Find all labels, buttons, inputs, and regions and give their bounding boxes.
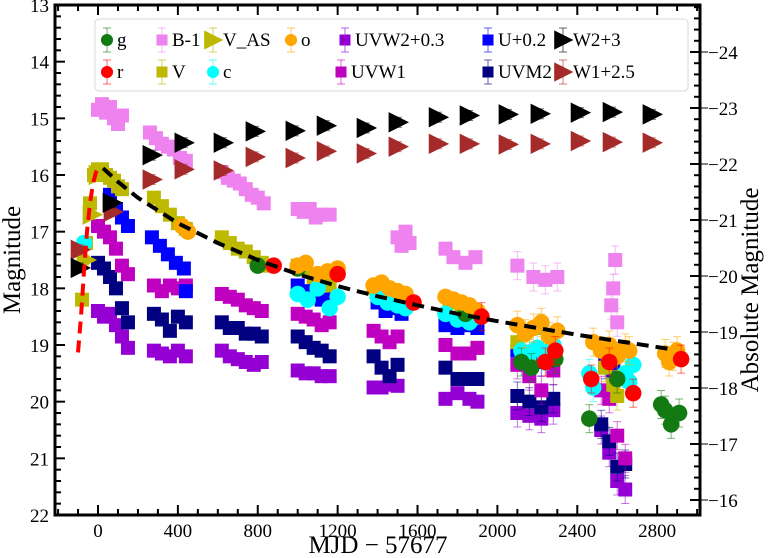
y-right-tick-label: −16 — [708, 491, 738, 512]
legend-label: V_AS — [223, 30, 271, 51]
x-tick-label: 0 — [93, 521, 103, 542]
legend-item-w2-3: W2+3 — [554, 27, 621, 53]
y-right-tick-label: −22 — [708, 155, 738, 176]
y-right-tick-label: −23 — [708, 99, 738, 120]
legend-item-uvm2: UVM2 — [482, 59, 552, 85]
legend-item-v: V — [156, 59, 186, 85]
legend-label: U+0.2 — [498, 30, 546, 51]
decline-fit-curve — [101, 166, 671, 351]
legend-label: UVW1 — [351, 62, 406, 83]
y-tick-label: 14 — [30, 53, 50, 74]
series-r — [265, 257, 690, 408]
y-tick-label: 18 — [30, 279, 49, 300]
y-right-tick-label: −19 — [708, 323, 738, 344]
series-uvm2 — [91, 255, 633, 482]
series-o — [173, 217, 686, 377]
legend-item-r: r — [100, 59, 124, 85]
y-tick-label: 19 — [30, 336, 49, 357]
y-tick-label: 21 — [30, 449, 49, 470]
legend-label: W1+2.5 — [573, 62, 635, 83]
x-tick-label: 2000 — [478, 521, 516, 542]
legend-label: V — [172, 62, 186, 83]
data-layer — [70, 97, 690, 504]
y-tick-label: 15 — [30, 109, 49, 130]
x-tick-label: 400 — [164, 521, 193, 542]
y-tick-label: 13 — [30, 0, 49, 17]
y-right-tick-label: −17 — [708, 435, 738, 456]
legend-item-c: c — [206, 59, 231, 85]
legend-box — [94, 18, 689, 92]
x-axis-title: MJD − 57677 — [308, 532, 447, 558]
legend-item-uvw1: UVW1 — [335, 59, 406, 85]
legend-label: r — [117, 62, 124, 83]
legend-item-o: o — [284, 27, 311, 53]
legend-item-v-as: V_AS — [204, 27, 271, 53]
y-right-tick-label: −24 — [708, 43, 738, 64]
legend-label: UVM2 — [498, 62, 552, 83]
y-right-tick-label: −20 — [708, 267, 738, 288]
x-tick-label: 1200 — [319, 521, 357, 542]
series-w2-3 — [70, 101, 664, 279]
legend-item-w1-2-5: W1+2.5 — [554, 59, 635, 85]
legend-item-uvw2-0-3: UVW2+0.3 — [339, 27, 444, 53]
legend-label: o — [301, 30, 311, 51]
legend-item-u-0-2: U+0.2 — [482, 27, 546, 53]
y-axis-right-title: Absolute Magnitude — [737, 188, 764, 393]
y-axis-title: Magnitude — [0, 206, 26, 314]
y-tick-label: 22 — [30, 506, 49, 527]
legend-label: c — [223, 62, 231, 83]
x-tick-label: 2400 — [558, 521, 596, 542]
y-tick-label: 16 — [30, 166, 49, 187]
x-tick-label: 800 — [244, 521, 273, 542]
y-tick-label: 17 — [30, 223, 49, 244]
series-uvw2-0-3 — [91, 304, 633, 504]
legend-label: UVW2+0.3 — [355, 30, 444, 51]
rise-fit-curve — [76, 167, 100, 353]
y-right-tick-label: −18 — [708, 379, 738, 400]
legend-item-g: g — [100, 27, 127, 53]
legend-label: B-1 — [172, 30, 201, 51]
x-tick-label: 1600 — [399, 521, 437, 542]
y-right-tick-label: −21 — [708, 211, 738, 232]
y-tick-label: 20 — [30, 393, 49, 414]
series-w1-2-5 — [70, 130, 664, 260]
axes: 0 400 800 1200 1600 2000 2400 2800 13 14 15 16 17 18 1… — [30, 0, 738, 542]
fit-curves — [76, 166, 671, 353]
legend-item-b-1: B-1 — [156, 27, 201, 53]
legend-label: W2+3 — [573, 30, 621, 51]
x-tick-label: 2800 — [638, 521, 676, 542]
legend-label: g — [117, 30, 127, 51]
